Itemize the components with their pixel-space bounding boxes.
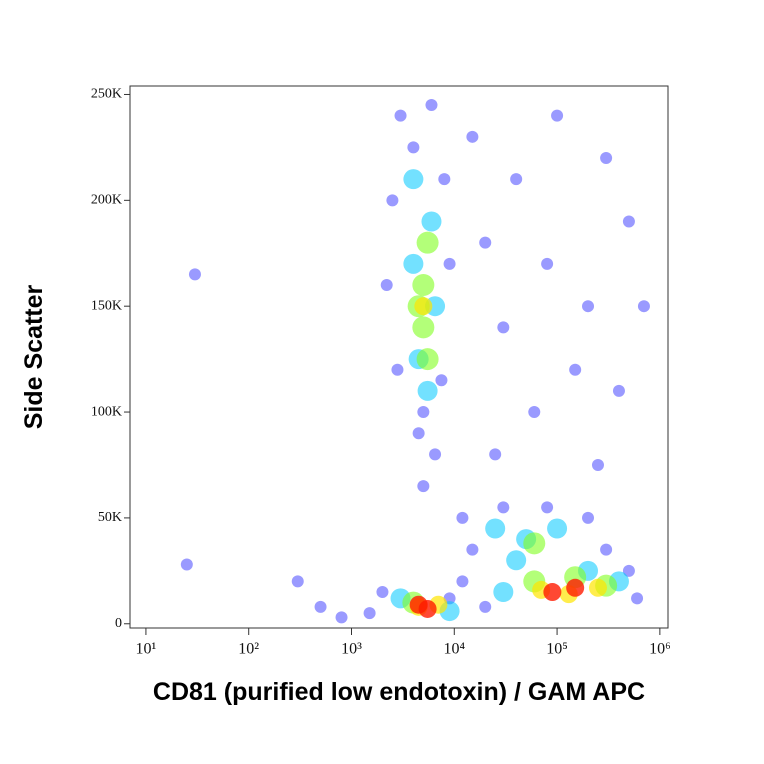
point bbox=[456, 575, 469, 588]
point bbox=[188, 268, 201, 281]
y-axis-title: Side Scatter bbox=[20, 284, 48, 429]
point bbox=[523, 532, 546, 555]
point bbox=[622, 215, 635, 228]
point bbox=[438, 173, 451, 186]
point bbox=[412, 274, 435, 297]
point bbox=[380, 279, 393, 292]
point bbox=[489, 448, 502, 461]
point bbox=[506, 550, 527, 571]
point bbox=[425, 99, 438, 112]
y-tick-label: 200K bbox=[91, 193, 122, 208]
point bbox=[622, 564, 635, 577]
x-tick-label: 10¹ bbox=[136, 641, 157, 658]
x-tick-label: 10⁴ bbox=[443, 641, 465, 658]
y-tick-label: 0 bbox=[115, 616, 122, 631]
point bbox=[479, 236, 492, 249]
point bbox=[429, 448, 442, 461]
point bbox=[363, 607, 376, 620]
point bbox=[417, 380, 438, 401]
point bbox=[403, 253, 424, 274]
point bbox=[417, 480, 430, 493]
point bbox=[314, 600, 327, 613]
point bbox=[485, 518, 506, 539]
point bbox=[493, 582, 514, 603]
point bbox=[412, 427, 425, 440]
y-tick-label: 150K bbox=[91, 298, 122, 313]
point bbox=[497, 501, 510, 514]
x-axis-title: CD81 (purified low endotoxin) / GAM APC bbox=[153, 678, 645, 706]
point bbox=[551, 109, 564, 122]
y-tick-label: 100K bbox=[91, 404, 122, 419]
point bbox=[412, 316, 435, 339]
y-tick-label: 250K bbox=[91, 87, 122, 102]
point bbox=[582, 511, 595, 524]
y-tick-label: 50K bbox=[98, 510, 122, 525]
point bbox=[409, 595, 428, 614]
point bbox=[394, 109, 407, 122]
point bbox=[403, 169, 424, 190]
point bbox=[291, 575, 304, 588]
x-tick-label: 10² bbox=[238, 641, 259, 658]
x-tick-label: 10⁵ bbox=[546, 641, 568, 658]
point bbox=[631, 592, 644, 605]
point bbox=[637, 300, 650, 313]
point bbox=[497, 321, 510, 334]
point bbox=[582, 300, 595, 313]
point bbox=[566, 578, 585, 597]
point bbox=[407, 141, 420, 154]
x-tick-label: 10³ bbox=[341, 641, 362, 658]
x-tick-label: 10⁶ bbox=[649, 641, 671, 658]
point bbox=[600, 151, 613, 164]
point bbox=[416, 348, 439, 371]
point bbox=[547, 518, 568, 539]
point bbox=[335, 611, 348, 624]
point bbox=[541, 501, 554, 514]
plot-frame bbox=[129, 85, 669, 629]
point bbox=[541, 257, 554, 270]
point bbox=[528, 406, 541, 419]
point bbox=[421, 211, 442, 232]
point bbox=[466, 130, 479, 143]
point bbox=[417, 406, 430, 419]
point bbox=[479, 600, 492, 613]
point bbox=[391, 363, 404, 376]
point bbox=[414, 297, 433, 316]
point bbox=[376, 586, 389, 599]
point bbox=[443, 257, 456, 270]
point bbox=[612, 384, 625, 397]
point bbox=[386, 194, 399, 207]
point bbox=[466, 543, 479, 556]
point bbox=[416, 231, 439, 254]
point bbox=[588, 578, 607, 597]
point bbox=[600, 543, 613, 556]
point bbox=[510, 173, 523, 186]
plot-area bbox=[180, 99, 650, 624]
point bbox=[569, 363, 582, 376]
point bbox=[456, 511, 469, 524]
point bbox=[180, 558, 193, 571]
point bbox=[435, 374, 448, 387]
point bbox=[591, 458, 604, 471]
point bbox=[543, 583, 562, 602]
